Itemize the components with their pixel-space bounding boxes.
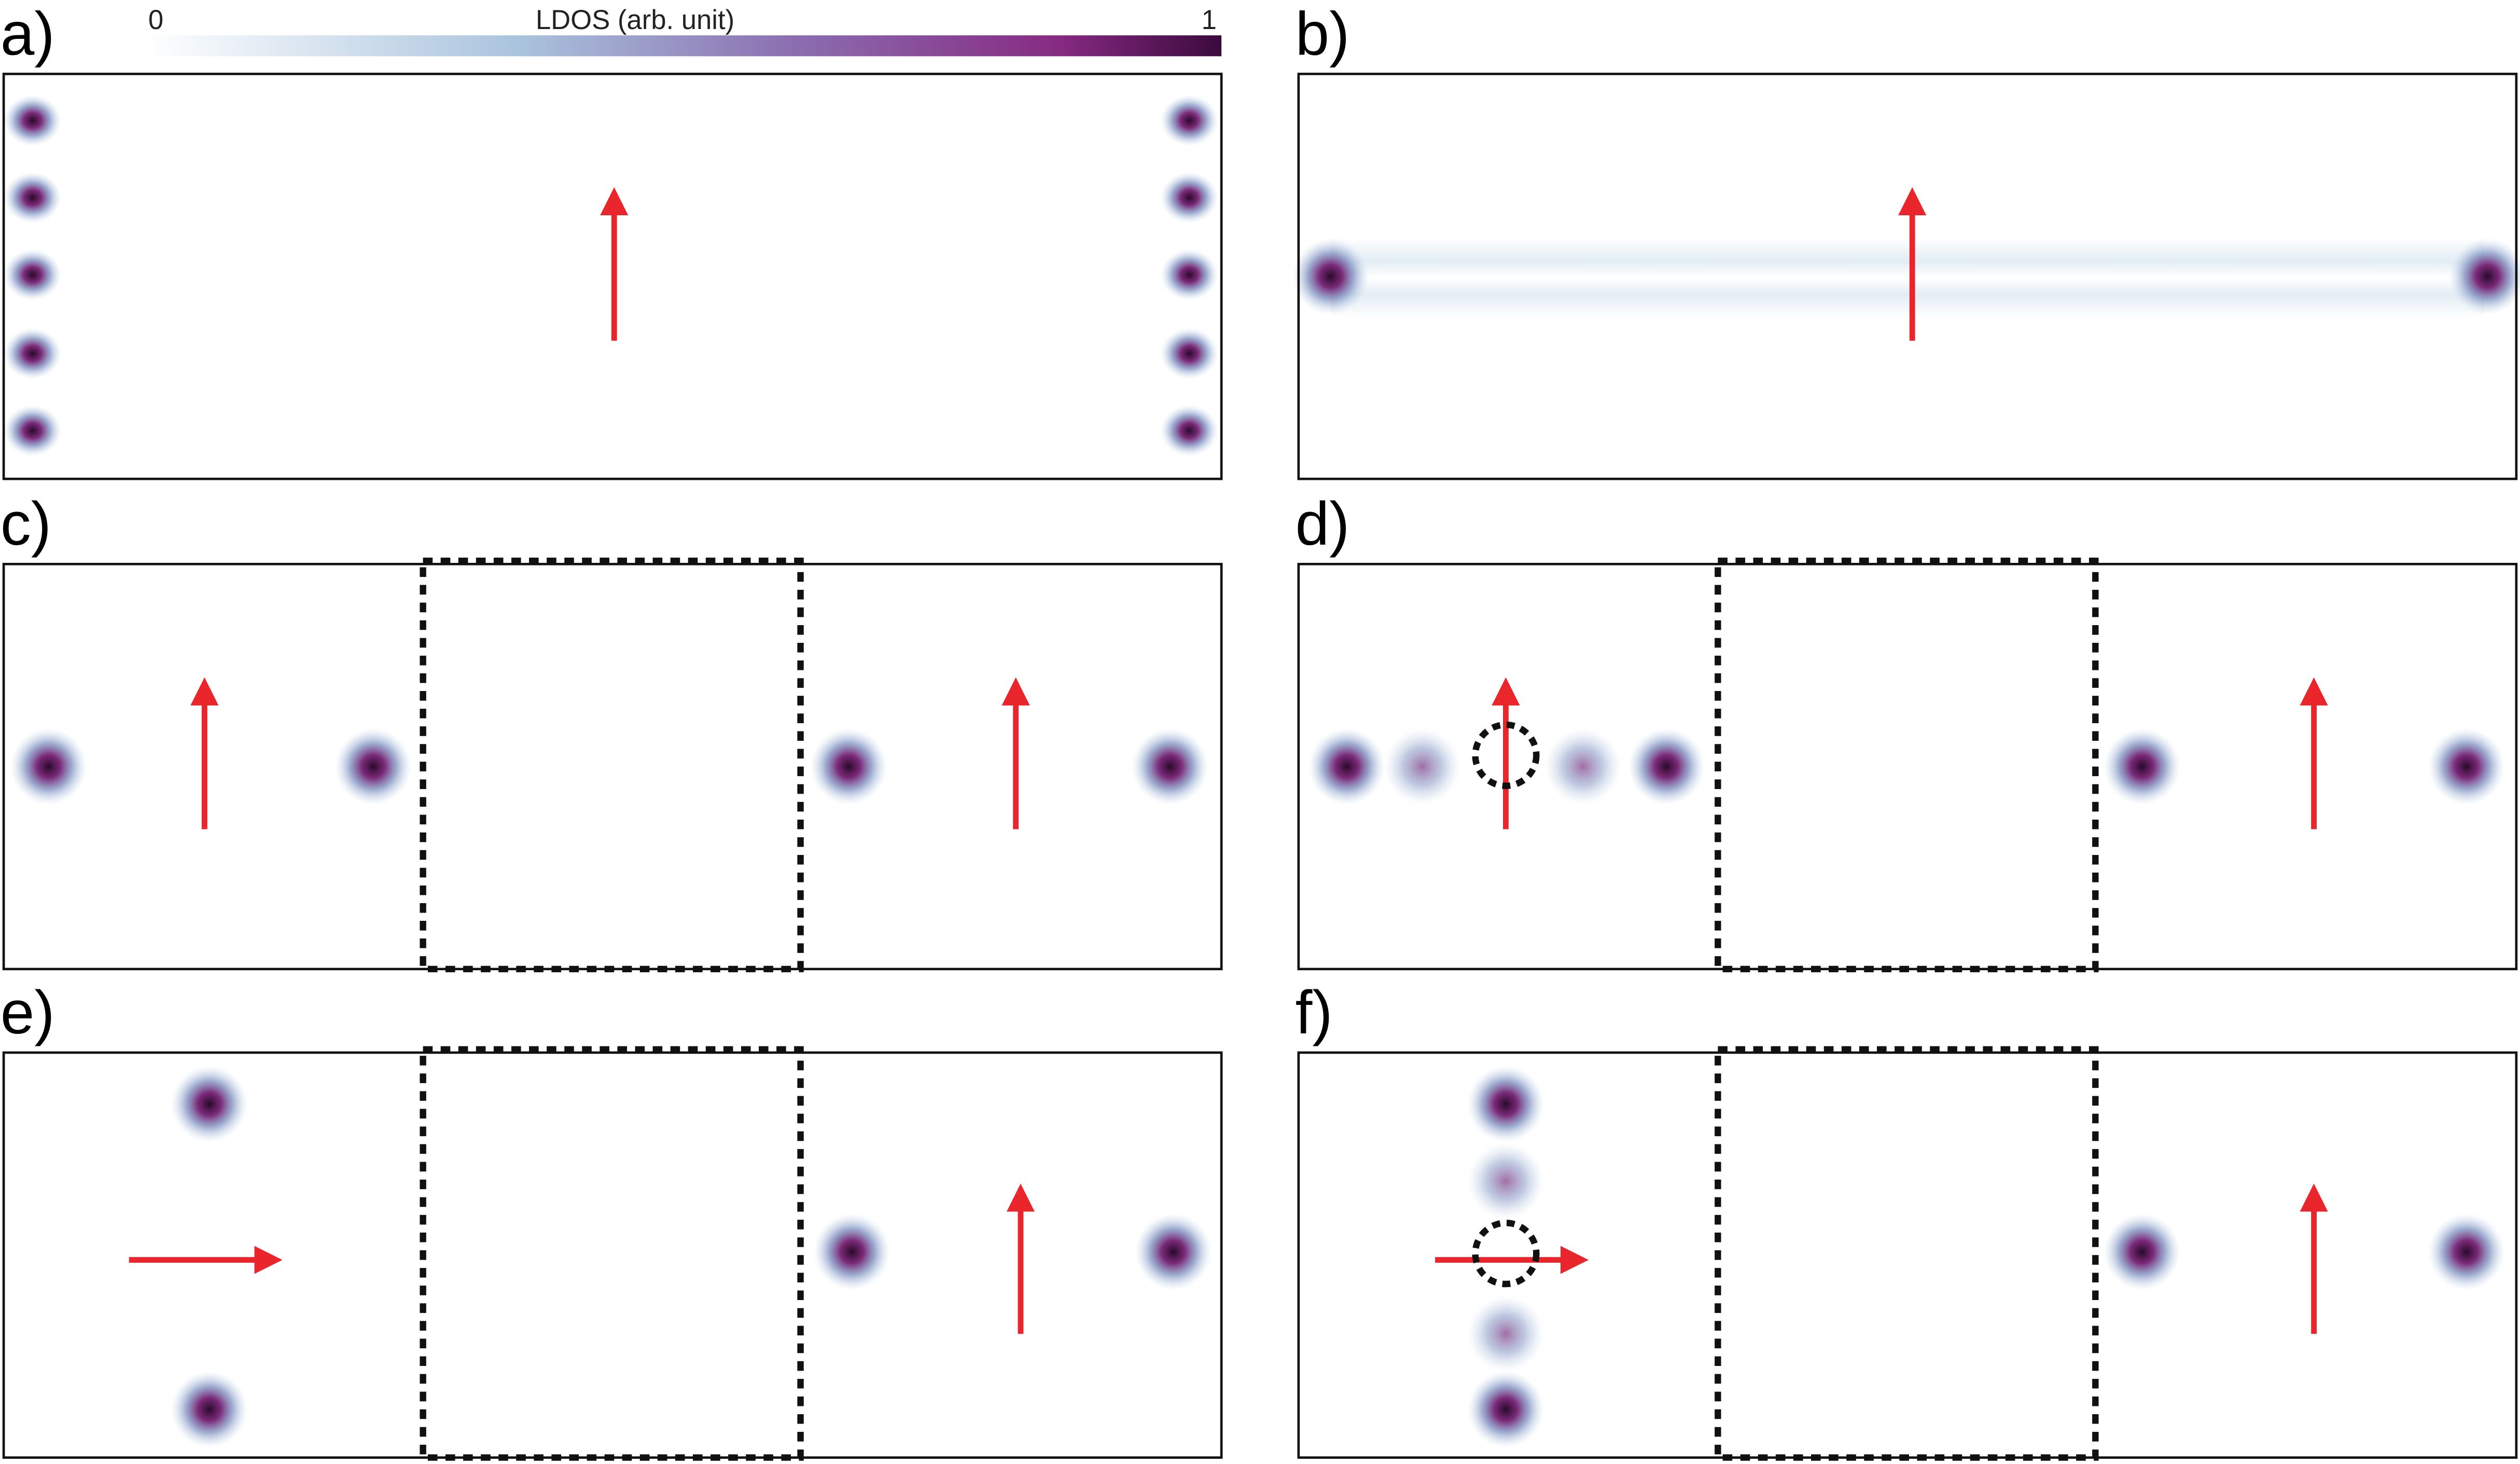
panel-border bbox=[1297, 1051, 2518, 1459]
colorbar-min: 0 bbox=[148, 5, 163, 35]
ldos-peak bbox=[2448, 238, 2520, 315]
ldos-peak bbox=[1384, 728, 1461, 805]
ldos-band bbox=[1330, 238, 2484, 319]
ldos-peak bbox=[1160, 94, 1218, 146]
ldos-peak bbox=[1467, 1142, 1544, 1220]
colorbar bbox=[145, 35, 1222, 57]
ldos-peak bbox=[4, 249, 62, 301]
ldos-peak bbox=[1627, 728, 1705, 805]
ldos-peak bbox=[1467, 1295, 1544, 1373]
ldos-peak bbox=[2428, 1213, 2505, 1291]
ldos-peak bbox=[4, 172, 62, 224]
ldos-peak bbox=[2103, 1213, 2181, 1291]
ldos-peak bbox=[810, 728, 887, 805]
ldos-peak bbox=[4, 327, 62, 380]
ldos-peak bbox=[1160, 249, 1218, 301]
panel-label: b) bbox=[1296, 0, 1350, 67]
removed-region bbox=[420, 557, 804, 973]
ldos-peak bbox=[1160, 172, 1218, 224]
removed-region bbox=[1715, 1046, 2099, 1461]
ldos-peak bbox=[10, 728, 88, 805]
ldos-peak bbox=[4, 405, 62, 457]
ldos-peak bbox=[1544, 728, 1622, 805]
panel-border bbox=[1297, 73, 2518, 480]
removed-region bbox=[1715, 557, 2099, 973]
removed-region bbox=[420, 1046, 804, 1461]
impurity-site bbox=[1472, 1220, 1540, 1288]
panel-border bbox=[1297, 562, 2518, 971]
ldos-peak bbox=[2428, 728, 2505, 805]
ldos-peak bbox=[813, 1213, 891, 1291]
panel-label: f) bbox=[1296, 978, 1333, 1046]
panel-label: c) bbox=[1, 489, 51, 558]
panel-border bbox=[2, 1051, 1223, 1459]
ldos-peak bbox=[2103, 728, 2181, 805]
panel-label: e) bbox=[1, 978, 55, 1046]
ldos-peak bbox=[4, 94, 62, 146]
panel-label: a) bbox=[1, 0, 55, 67]
panel-label: d) bbox=[1296, 489, 1350, 558]
ldos-peak bbox=[171, 1371, 248, 1448]
ldos-peak bbox=[1160, 327, 1218, 380]
ldos-peak bbox=[1292, 238, 1370, 315]
ldos-peak bbox=[171, 1065, 248, 1143]
ldos-peak bbox=[1308, 728, 1386, 805]
colorbar-max: 1 bbox=[1202, 5, 1217, 35]
impurity-site bbox=[1472, 721, 1540, 789]
panel-border bbox=[2, 73, 1223, 480]
panel-border bbox=[2, 562, 1223, 971]
ldos-peak bbox=[1467, 1065, 1544, 1143]
colorbar-title: LDOS (arb. unit) bbox=[536, 5, 734, 35]
ldos-peak bbox=[1131, 728, 1209, 805]
ldos-peak bbox=[1160, 405, 1218, 457]
ldos-peak bbox=[335, 728, 412, 805]
ldos-peak bbox=[1134, 1213, 1212, 1291]
ldos-peak bbox=[1467, 1371, 1544, 1448]
